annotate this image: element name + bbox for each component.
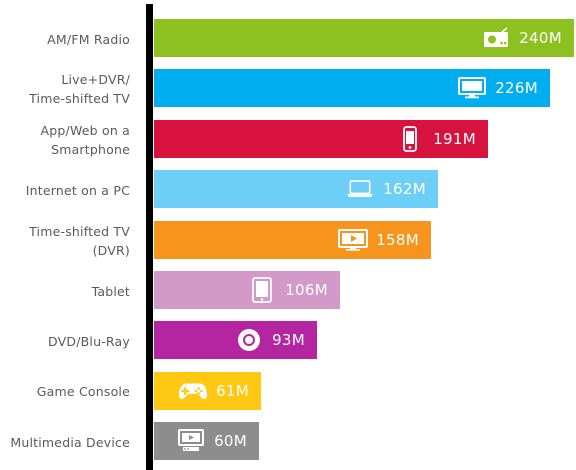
- bar-content: 226M: [457, 69, 538, 107]
- video-play-icon: [338, 228, 369, 252]
- bar-content: 60M: [176, 422, 247, 460]
- gamepad-icon: [178, 379, 208, 403]
- bar-content: 61M: [178, 372, 249, 410]
- value-label-time-shifted-tv-dvr: 158M: [376, 230, 419, 249]
- value-label-internet-on-a-pc: 162M: [383, 180, 426, 199]
- value-label-dvd-blu-ray: 93M: [272, 331, 305, 350]
- laptop-icon: [345, 177, 375, 201]
- bar-multimedia-device: 60M: [154, 422, 259, 461]
- bar-content: 158M: [338, 221, 419, 259]
- category-label-tablet: Tablet: [91, 283, 130, 299]
- disc-icon: [234, 328, 264, 352]
- radio-icon: [481, 26, 511, 50]
- bar-tablet: 106M: [154, 271, 340, 309]
- bar-content: 191M: [395, 120, 476, 158]
- bar-content: 106M: [247, 271, 328, 309]
- category-label-app-web-on-a-smartphone: App/Web on a Smartphone: [40, 122, 130, 157]
- value-label-tablet: 106M: [285, 281, 328, 299]
- media-player-icon: [176, 429, 206, 453]
- value-label-game-console: 61M: [216, 381, 249, 400]
- category-axis-line: [146, 4, 153, 470]
- value-label-live-dvr-time-shifted-tv: 226M: [495, 79, 538, 98]
- value-label-app-web-on-a-smartphone: 191M: [433, 129, 476, 148]
- bar-dvd-blu-ray: 93M: [154, 321, 317, 360]
- tv-icon: [457, 76, 487, 100]
- category-label-internet-on-a-pc: Internet on a PC: [25, 182, 130, 198]
- category-label-game-console: Game Console: [36, 384, 130, 400]
- bar-content: 93M: [234, 321, 305, 359]
- tablet-icon: [247, 277, 277, 303]
- category-label-dvd-blu-ray: DVD/Blu-Ray: [48, 333, 130, 349]
- value-label-multimedia-device: 60M: [214, 432, 247, 451]
- category-label-live-dvr-time-shifted-tv: Live+DVR/ Time-shifted TV: [29, 72, 130, 107]
- bar-app-web-on-a-smartphone: 191M: [154, 119, 488, 158]
- bar-internet-on-a-pc: 162M: [154, 170, 438, 209]
- category-label-am-fm-radio: AM/FM Radio: [47, 31, 130, 47]
- value-label-am-fm-radio: 240M: [519, 29, 562, 47]
- bar-game-console: 61M: [154, 371, 261, 410]
- bar-time-shifted-tv-dvr: 158M: [154, 220, 431, 259]
- bar-content: 162M: [345, 170, 426, 208]
- bar-content: 240M: [481, 19, 562, 57]
- smartphone-icon: [395, 125, 425, 152]
- bar-live-dvr-time-shifted-tv: 226M: [154, 69, 550, 108]
- category-label-multimedia-device: Multimedia Device: [10, 434, 130, 450]
- bar-am-fm-radio: 240M: [154, 19, 574, 57]
- category-label-time-shifted-tv-dvr: Time-shifted TV (DVR): [29, 223, 130, 258]
